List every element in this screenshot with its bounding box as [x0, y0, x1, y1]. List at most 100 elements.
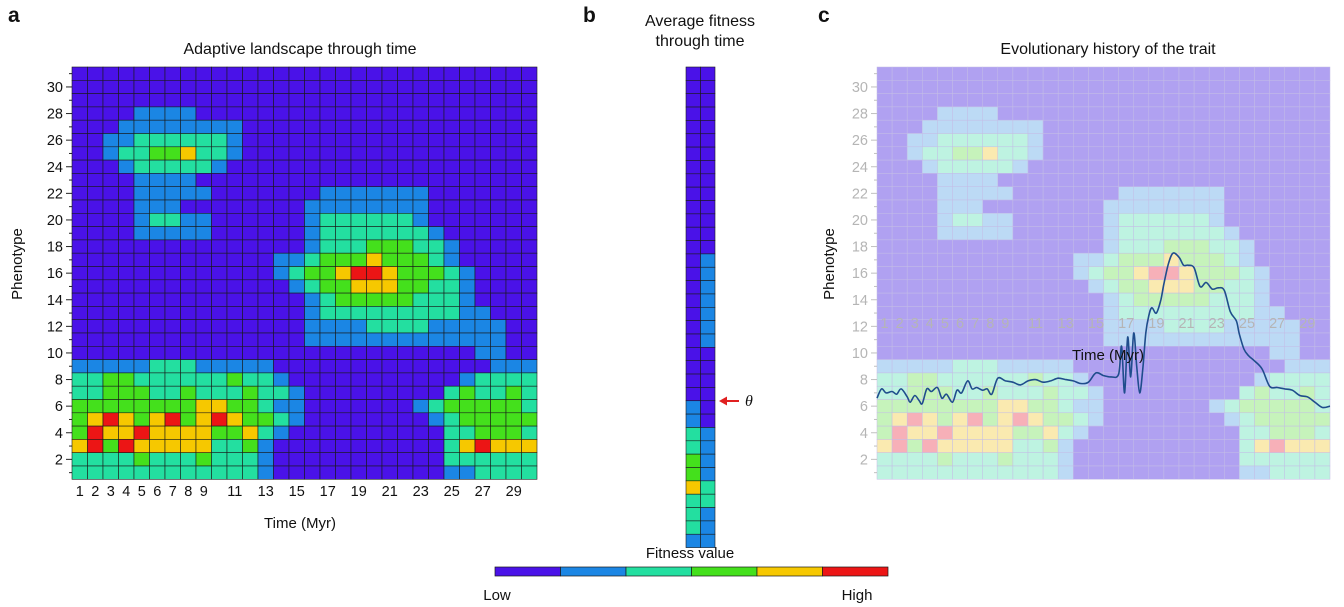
heatmap-cell: [133, 173, 150, 187]
faded-heatmap-cell: [876, 346, 893, 360]
heatmap-cell: [273, 173, 290, 187]
heatmap-cell: [490, 119, 507, 134]
heatmap-cell: [443, 332, 460, 347]
heatmap-cell: [381, 319, 398, 334]
heatmap-cell: [490, 465, 507, 480]
faded-heatmap-cell: [1239, 452, 1255, 467]
heatmap-cell: [257, 439, 274, 453]
heatmap-cell: [366, 345, 383, 360]
faded-heatmap-cell: [1118, 266, 1134, 281]
heatmap-cell: [459, 465, 476, 480]
faded-heatmap-cell: [1193, 133, 1210, 148]
heatmap-cell: [257, 306, 274, 320]
heatmap-cell: [459, 93, 476, 108]
faded-heatmap-cell: [967, 93, 983, 108]
faded-heatmap-cell: [1088, 199, 1104, 214]
faded-heatmap-cell: [1254, 332, 1270, 347]
faded-heatmap-cell: [1193, 173, 1210, 187]
heatmap-cell: [102, 226, 119, 241]
heatmap-cell: [428, 146, 445, 161]
heatmap-cell: [288, 199, 305, 214]
faded-heatmap-cell: [1042, 385, 1059, 400]
heatmap-cell: [443, 359, 460, 374]
faded-heatmap-cell: [1073, 252, 1089, 267]
heatmap-cell: [428, 173, 445, 187]
panel-c-x-ticks: 1 2 3 4 5 6 7 8 9 11 13 15 17 19 21 23 25 27 29: [881, 316, 1316, 332]
y-tick-label: 30: [852, 80, 868, 96]
fitness-strip-cell: [700, 467, 716, 482]
heatmap-cell: [474, 133, 491, 148]
heatmap-cell: [443, 252, 460, 267]
heatmap-cell: [242, 412, 259, 427]
heatmap-cell: [180, 425, 197, 440]
faded-heatmap-cell: [1148, 80, 1165, 94]
faded-heatmap-cell: [952, 93, 968, 108]
heatmap-cell: [490, 385, 507, 400]
faded-heatmap-cell: [1103, 279, 1119, 294]
faded-heatmap-cell: [1148, 173, 1165, 187]
faded-heatmap-cell: [1012, 186, 1029, 201]
faded-heatmap-cell: [1178, 346, 1195, 360]
heatmap-cell: [412, 226, 429, 241]
heatmap-cell: [149, 199, 166, 214]
fitness-strip-cell: [685, 387, 701, 402]
heatmap-cell: [226, 226, 243, 241]
heatmap-cell: [180, 345, 197, 360]
heatmap-cell: [71, 133, 88, 148]
faded-heatmap-cell: [997, 80, 1014, 94]
heatmap-cell: [350, 359, 367, 374]
faded-heatmap-cell: [1148, 266, 1165, 281]
heatmap-cell: [366, 159, 383, 174]
faded-heatmap-cell: [1254, 199, 1270, 214]
heatmap-cell: [490, 226, 507, 241]
faded-heatmap-cell: [1103, 66, 1119, 81]
heatmap-cell: [195, 332, 212, 347]
heatmap-cell: [304, 465, 321, 480]
faded-heatmap-cell: [1208, 439, 1225, 453]
x-tick-label: 23: [1209, 316, 1225, 332]
heatmap-cell: [257, 399, 274, 414]
faded-heatmap-cell: [1042, 412, 1059, 427]
y-tick-label: 4: [860, 426, 868, 442]
faded-heatmap-cell: [1239, 439, 1255, 453]
heatmap-cell: [102, 412, 119, 427]
faded-heatmap-cell: [952, 213, 968, 227]
heatmap-cell: [474, 319, 491, 334]
faded-heatmap-cell: [952, 146, 968, 161]
heatmap-cell: [288, 146, 305, 161]
heatmap-cell: [490, 199, 507, 214]
faded-heatmap-cell: [937, 66, 953, 81]
faded-heatmap-cell: [906, 80, 923, 94]
faded-heatmap-cell: [1314, 385, 1331, 400]
heatmap-cell: [273, 465, 290, 480]
faded-heatmap-cell: [937, 239, 953, 254]
faded-heatmap-cell: [1299, 119, 1316, 134]
fitness-strip-cell: [685, 347, 701, 362]
faded-heatmap-cell: [1118, 173, 1134, 187]
heatmap-cell: [195, 345, 212, 360]
faded-heatmap-cell: [876, 412, 893, 427]
faded-heatmap-cell: [937, 399, 953, 414]
heatmap-cell: [490, 332, 507, 347]
faded-heatmap-cell: [1103, 146, 1119, 161]
faded-heatmap-cell: [982, 439, 999, 453]
faded-heatmap-cell: [1178, 66, 1195, 81]
fitness-strip-cell: [700, 66, 716, 81]
heatmap-cell: [366, 319, 383, 334]
heatmap-cell: [459, 345, 476, 360]
faded-heatmap-cell: [1057, 465, 1074, 480]
heatmap-cell: [319, 226, 336, 241]
heatmap-cell: [335, 159, 352, 174]
faded-heatmap-cell: [1284, 319, 1301, 334]
heatmap-cell: [257, 213, 274, 227]
heatmap-cell: [490, 213, 507, 227]
heatmap-cell: [381, 66, 398, 81]
heatmap-cell: [273, 93, 290, 108]
heatmap-cell: [459, 412, 476, 427]
heatmap-cell: [366, 119, 383, 134]
faded-heatmap-cell: [1314, 159, 1331, 174]
heatmap-cell: [242, 66, 259, 81]
heatmap-cell: [319, 306, 336, 320]
faded-heatmap-cell: [906, 266, 923, 281]
heatmap-cell: [335, 239, 352, 254]
